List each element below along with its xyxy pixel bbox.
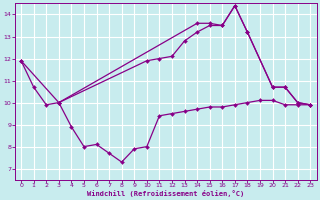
X-axis label: Windchill (Refroidissement éolien,°C): Windchill (Refroidissement éolien,°C) — [87, 190, 244, 197]
